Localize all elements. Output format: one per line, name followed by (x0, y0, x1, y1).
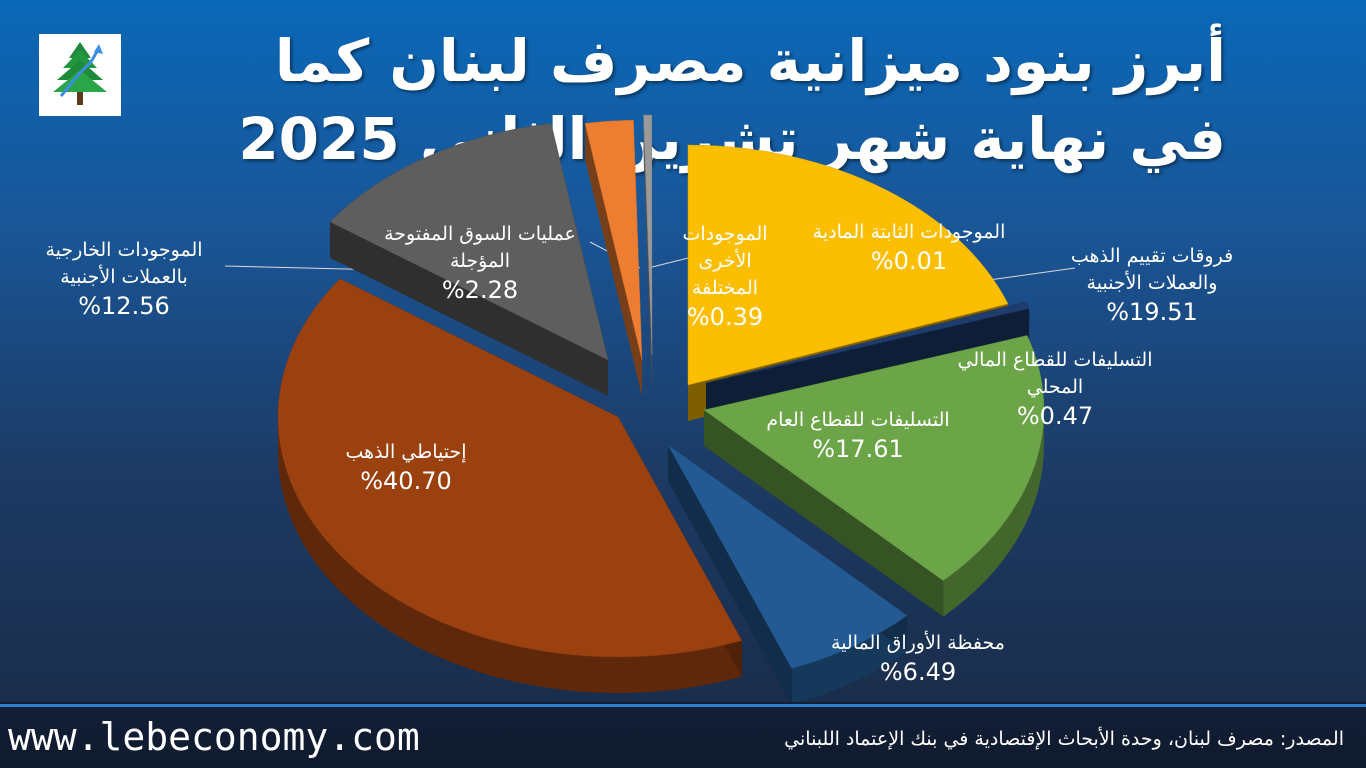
slice-label: الموجودات الخارجية بالعملات الأجنبية %12.5… (45, 239, 202, 320)
slice-value-label: %0.39 (687, 303, 763, 331)
slice-top (705, 301, 1030, 384)
slice-category-label: فروقات تقييم الذهب (1071, 245, 1233, 267)
slice-side (704, 410, 944, 617)
pie-slice-7 (584, 119, 643, 396)
slice-category-label: محفظة الأوراق المالية (831, 631, 1005, 654)
slice-value-label: %0.01 (871, 247, 947, 275)
slice-value-label: %19.51 (1106, 298, 1198, 326)
slice-category-label: المختلفة (692, 277, 758, 299)
slice-wall (943, 410, 1044, 617)
slice-top (703, 335, 1045, 581)
website-link[interactable]: www.lebeconomy.com (8, 715, 420, 759)
chart-title: أبرز بنود ميزانية مصرف لبنان كما في نهاي… (226, 22, 1226, 178)
slice-top (687, 144, 1009, 386)
slice-top (667, 444, 908, 669)
slice-side (643, 115, 652, 391)
slice-category-label: المحلي (1027, 376, 1083, 398)
slice-value-label: %17.61 (812, 435, 904, 463)
slice-category-label: المؤجلة (450, 250, 510, 272)
slice-top (277, 278, 743, 658)
slice-value-label: %0.47 (1017, 402, 1093, 430)
slice-category-label: إحتياطي الذهب (346, 441, 467, 464)
slice-value-label: %40.70 (360, 467, 452, 495)
slice-category-label: التسليفات للقطاع العام (766, 409, 949, 431)
slice-label: التسليفات للقطاع العام %17.61 (766, 409, 949, 463)
slice-category-label: الأخرى (698, 249, 751, 272)
slice-label: محفظة الأوراق المالية %6.49 (831, 631, 1005, 686)
cedar-icon (53, 42, 107, 105)
footer-bar (0, 702, 1366, 768)
slice-value-label: %2.28 (442, 276, 518, 304)
pie-slices (277, 114, 1045, 705)
slice-wall (791, 615, 908, 705)
slice-value-label: %12.56 (78, 292, 170, 320)
slice-label: إحتياطي الذهب %40.70 (346, 441, 467, 495)
slice-category-label: بالعملات الأجنبية (60, 265, 188, 288)
slice-side (585, 123, 642, 396)
slice-label: عمليات السوق المفتوحة المؤجلة %2.28 (384, 223, 576, 304)
slice-label: الموجودات الأخرى المختلفة %0.39 (682, 223, 767, 331)
pie-slice-3 (703, 335, 1045, 617)
slice-label: فروقات تقييم الذهب والعملات الأجنبية %19.5… (1071, 245, 1233, 326)
source-note: المصدر: مصرف لبنان، وحدة الأبحاث الإقتصا… (784, 728, 1344, 750)
slice-category-label: الموجودات الثابتة المادية (813, 221, 1006, 243)
slice-label: التسليفات للقطاع المالي المحلي %0.47 (957, 349, 1152, 430)
pie-slice-6 (329, 123, 609, 396)
pie-slice-4 (667, 444, 908, 705)
slice-side (329, 221, 608, 396)
slice-category-label: والعملات الأجنبية (1087, 271, 1218, 294)
lebanon-cedar-logo (39, 34, 121, 116)
slice-category-label: الموجودات الخارجية (45, 239, 202, 261)
slice-value-label: %6.49 (880, 658, 956, 686)
slice-category-label: عمليات السوق المفتوحة (384, 223, 576, 245)
slice-category-label: الموجودات (682, 223, 767, 245)
slice-category-label: التسليفات للقطاع المالي (957, 349, 1152, 371)
slice-top (584, 119, 643, 361)
pie-slice-8 (643, 114, 653, 391)
slice-label: الموجودات الثابتة المادية %0.01 (813, 221, 1006, 275)
slice-top (329, 123, 609, 361)
title-line-1: أبرز بنود ميزانية مصرف لبنان كما (274, 27, 1226, 95)
slice-labels: فروقات تقييم الذهب والعملات الأجنبية %19.5… (45, 221, 1233, 686)
slice-wall (278, 417, 742, 693)
footer-divider (0, 704, 1366, 707)
slice-top (643, 114, 653, 356)
pie-slice-5 (277, 278, 743, 693)
slice-side (668, 445, 792, 705)
